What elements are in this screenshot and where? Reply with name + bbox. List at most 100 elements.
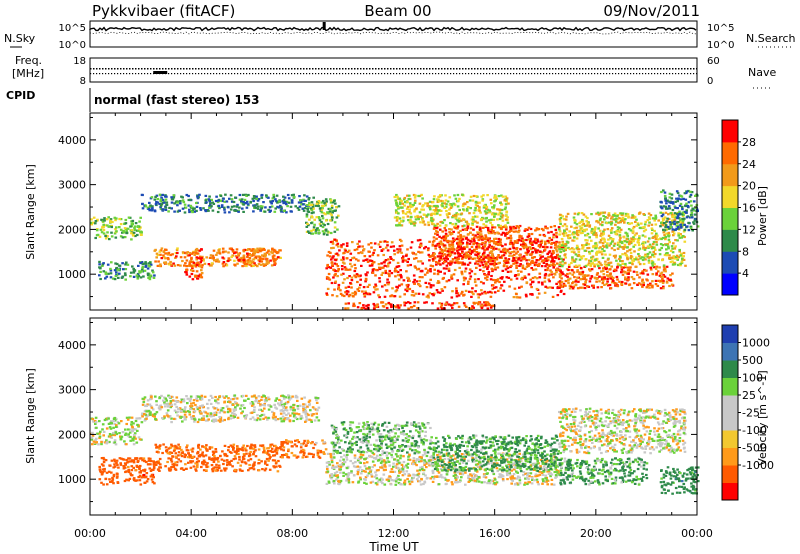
power-echo-band-8 — [344, 301, 496, 310]
power-colorbar-swatch-7 — [722, 120, 738, 143]
power-echo-band-5 — [231, 247, 277, 263]
power-colorbar-tick-0: 4 — [742, 267, 749, 280]
power-echo-band-1 — [98, 260, 156, 281]
velocity-colorbar-swatch-5 — [722, 395, 738, 413]
power-echo-band-9 — [431, 224, 561, 268]
power-colorbar-swatch-6 — [722, 141, 738, 165]
noise-panel: N.Sky 10^5 10^0 10^5 10^0 N.Search — [4, 20, 796, 51]
power-y-tick-3: 4000 — [58, 134, 86, 147]
freq-right-tick-bottom: 0 — [707, 76, 713, 87]
frequency-trace — [90, 68, 698, 75]
power-echo-band-2 — [140, 193, 315, 214]
velocity-y-tick-3: 4000 — [58, 339, 86, 352]
velocity-echo-band-3 — [154, 443, 283, 473]
freq-left-tick-top: 18 — [73, 56, 86, 67]
velocity-colorbar-swatch-2 — [722, 447, 738, 466]
velocity-colorbar-tick-6: -500 — [742, 442, 767, 455]
velocity-colorbar-swatch-6 — [722, 377, 738, 396]
cpid-label: CPID — [6, 89, 35, 102]
x-tick-1: 04:00 — [175, 527, 207, 540]
noise-left-tick-bottom: 10^0 — [59, 40, 86, 51]
power-colorbar — [721, 119, 739, 296]
velocity-y-axis-label: Slant Range [km] — [24, 368, 37, 464]
velocity-colorbar — [721, 324, 739, 501]
velocity-colorbar-tick-1: 500 — [742, 354, 763, 367]
power-colorbar-swatch-2 — [722, 229, 738, 252]
velocity-colorbar-tick-0: 1000 — [742, 337, 770, 350]
velocity-echo-band-5 — [325, 452, 560, 486]
velocity-echo-band-6 — [330, 421, 433, 455]
power-colorbar-swatch-1 — [722, 251, 738, 274]
x-tick-5: 20:00 — [580, 527, 612, 540]
power-y-tick-0: 1000 — [58, 268, 86, 281]
velocity-echo-band-10 — [659, 466, 700, 495]
noise-right-tick-bottom: 10^0 — [707, 40, 734, 51]
noise-right-label: N.Search — [746, 32, 796, 45]
power-echoes — [90, 189, 700, 310]
velocity-echo-band-0 — [90, 416, 144, 446]
power-echo-band-6 — [305, 198, 341, 236]
freq-label-line2: [MHz] — [12, 67, 44, 80]
power-panel: 1000 2000 3000 4000 Slant Range [km] 4 8 12 16… — [24, 112, 769, 311]
power-echo-band-12 — [558, 211, 687, 268]
station-title: Pykkvibaer (fitACF) — [92, 2, 235, 20]
frequency-panel: Freq. [MHz] 18 8 60 0 Nave — [12, 54, 776, 89]
velocity-echoes — [90, 394, 700, 495]
freq-left-tick-bottom: 8 — [80, 76, 86, 87]
x-tick-6: 00:00 — [681, 527, 713, 540]
velocity-y-tick-2: 3000 — [58, 384, 86, 397]
velocity-colorbar-tick-4: -25 — [742, 407, 760, 420]
x-tick-0: 00:00 — [74, 527, 106, 540]
velocity-panel: 1000 2000 3000 4000 Slant Range [km] 1000 50… — [24, 317, 774, 516]
velocity-colorbar-swatch-8 — [722, 342, 738, 361]
freq-label-line1: Freq. — [15, 54, 42, 67]
x-axis-label: Time UT — [368, 540, 419, 554]
velocity-echo-band-9 — [558, 456, 649, 486]
noise-left-label: N.Sky — [4, 32, 36, 45]
velocity-echo-band-2 — [140, 394, 321, 424]
power-colorbar-tick-5: 24 — [742, 158, 756, 171]
date-title: 09/Nov/2011 — [603, 2, 700, 20]
beam-title: Beam 00 — [364, 2, 431, 20]
power-echo-band-10 — [393, 193, 510, 227]
velocity-y-tick-1: 2000 — [58, 428, 86, 441]
power-colorbar-tick-3: 16 — [742, 202, 756, 215]
velocity-colorbar-swatch-7 — [722, 360, 738, 378]
nave-label: Nave — [748, 66, 776, 79]
power-echo-band-4 — [184, 252, 204, 281]
power-echo-band-0 — [90, 216, 143, 241]
power-colorbar-tick-4: 20 — [742, 180, 756, 193]
velocity-colorbar-label: Velocity [m s^-1] — [756, 370, 769, 465]
power-colorbar-swatch-5 — [722, 163, 738, 187]
cpid-mode-text: normal (fast stereo) 153 — [94, 93, 260, 107]
noise-trace — [89, 22, 697, 35]
velocity-colorbar-swatch-0 — [722, 482, 738, 501]
velocity-y-tick-0: 1000 — [58, 473, 86, 486]
power-y-tick-1: 2000 — [58, 223, 86, 236]
noise-left-tick-top: 10^5 — [59, 23, 86, 34]
power-echo-band-11 — [558, 265, 675, 290]
power-colorbar-tick-2: 12 — [742, 223, 756, 236]
velocity-colorbar-tick-5: -100 — [742, 424, 767, 437]
velocity-echo-band-8 — [557, 407, 687, 455]
velocity-echo-band-4 — [280, 439, 328, 459]
velocity-colorbar-swatch-9 — [722, 325, 738, 343]
freq-right-tick-top: 60 — [707, 56, 720, 67]
x-tick-2: 08:00 — [276, 527, 308, 540]
x-tick-3: 12:00 — [378, 527, 410, 540]
power-colorbar-tick-6: 28 — [742, 136, 756, 149]
velocity-echo-band-7 — [431, 434, 560, 473]
velocity-colorbar-tick-7: -1000 — [742, 459, 774, 472]
power-colorbar-swatch-4 — [722, 185, 738, 208]
velocity-echo-band-1 — [98, 456, 156, 486]
velocity-colorbar-swatch-1 — [722, 465, 738, 483]
power-y-axis-label: Slant Range [km] — [24, 164, 37, 260]
velocity-colorbar-tick-2: 100 — [742, 372, 763, 385]
noise-right-tick-top: 10^5 — [707, 23, 734, 34]
power-colorbar-label: Power [dB] — [756, 186, 769, 246]
velocity-colorbar-swatch-4 — [722, 412, 738, 431]
power-y-tick-2: 3000 — [58, 179, 86, 192]
power-echo-band-13 — [659, 189, 700, 232]
velocity-colorbar-swatch-3 — [722, 430, 738, 448]
